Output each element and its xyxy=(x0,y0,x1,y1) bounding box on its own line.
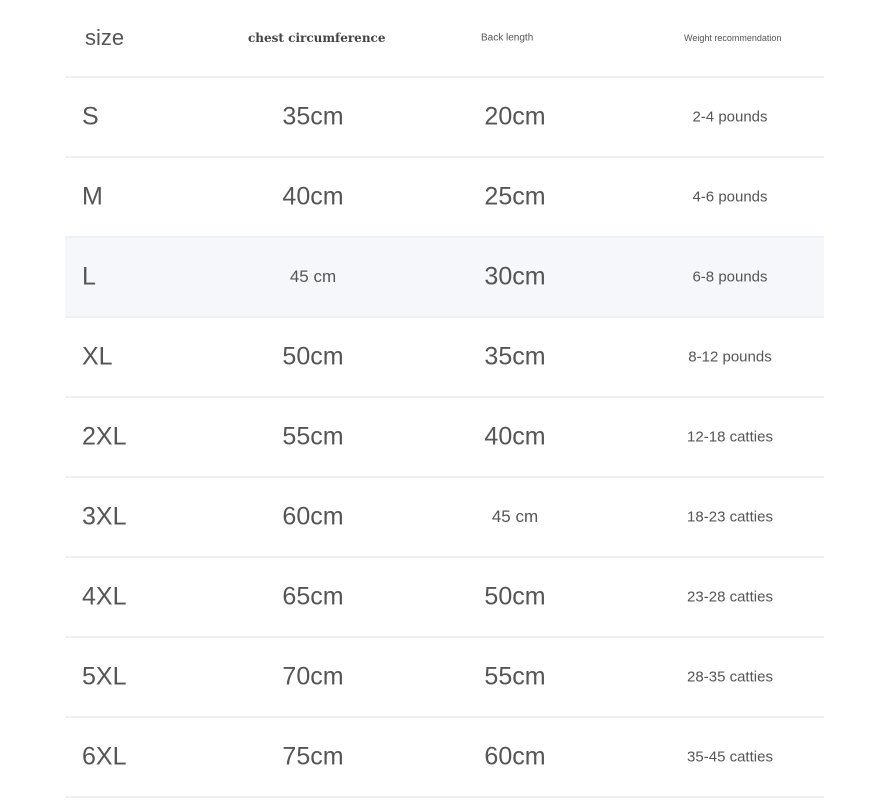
cell-size: 3XL xyxy=(82,502,127,531)
cell-chest: 45 cm xyxy=(289,267,337,286)
cell-weight: 12-18 catties xyxy=(687,428,773,446)
table-header: size chest circumference Back length Wei… xyxy=(65,0,824,78)
cell-size: L xyxy=(82,262,96,291)
cell-chest: 40cm xyxy=(282,182,344,211)
table-row: M 40cm 25cm 4-6 pounds xyxy=(65,158,824,238)
cell-size: 6XL xyxy=(82,742,127,771)
header-chest: chest circumference xyxy=(248,31,386,45)
cell-weight: 8-12 pounds xyxy=(688,348,772,366)
header-weight: Weight recommendation xyxy=(684,33,782,43)
cell-size: 4XL xyxy=(82,582,127,611)
table-row: 2XL 55cm 40cm 12-18 catties xyxy=(65,398,824,478)
cell-weight: 2-4 pounds xyxy=(692,108,768,126)
cell-back-length: 20cm xyxy=(484,102,546,131)
cell-chest: 65cm xyxy=(282,582,344,611)
table-row: 4XL 65cm 50cm 23-28 catties xyxy=(65,558,824,638)
cell-back-length: 25cm xyxy=(484,182,546,211)
table-row: XL 50cm 35cm 8-12 pounds xyxy=(65,318,824,398)
cell-back-length: 45 cm xyxy=(491,507,539,526)
cell-weight: 18-23 catties xyxy=(687,508,773,526)
table-row: 5XL 70cm 55cm 28-35 catties xyxy=(65,638,824,718)
cell-chest: 35cm xyxy=(282,102,344,131)
cell-back-length: 60cm xyxy=(484,742,546,771)
cell-back-length: 40cm xyxy=(484,422,546,451)
table-row: L 45 cm 30cm 6-8 pounds xyxy=(65,238,824,318)
cell-chest: 50cm xyxy=(282,342,344,371)
cell-back-length: 35cm xyxy=(484,342,546,371)
table-row: 6XL 75cm 60cm 35-45 catties xyxy=(65,718,824,798)
cell-chest: 70cm xyxy=(282,662,344,691)
header-size: size xyxy=(85,25,125,50)
cell-size: 2XL xyxy=(82,422,127,451)
cell-back-length: 55cm xyxy=(484,662,546,691)
cell-weight: 23-28 catties xyxy=(687,588,773,606)
header-back-length: Back length xyxy=(481,32,534,44)
cell-size: XL xyxy=(82,342,113,371)
cell-chest: 60cm xyxy=(282,502,344,531)
table-row: 3XL 60cm 45 cm 18-23 catties xyxy=(65,478,824,558)
cell-weight: 28-35 catties xyxy=(687,668,773,686)
cell-back-length: 50cm xyxy=(484,582,546,611)
cell-size: S xyxy=(82,102,99,131)
cell-size: 5XL xyxy=(82,662,127,691)
cell-size: M xyxy=(82,182,103,211)
cell-back-length: 30cm xyxy=(484,262,546,291)
cell-chest: 55cm xyxy=(282,422,344,451)
size-table-body: S 35cm 20cm 2-4 pounds M 40cm 25cm 4-6 pounds L 4… xyxy=(65,78,824,798)
cell-weight: 35-45 catties xyxy=(687,748,773,766)
cell-weight: 6-8 pounds xyxy=(692,268,768,286)
cell-weight: 4-6 pounds xyxy=(692,188,768,206)
cell-chest: 75cm xyxy=(282,742,344,771)
table-row: S 35cm 20cm 2-4 pounds xyxy=(65,78,824,158)
